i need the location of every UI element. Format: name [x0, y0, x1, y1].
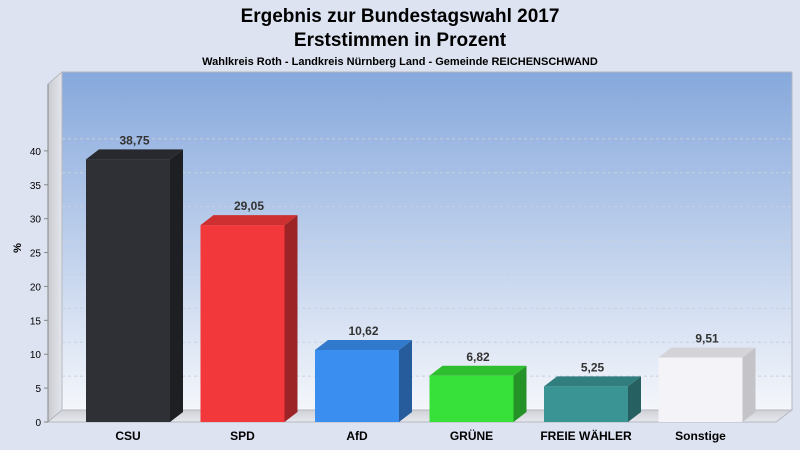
- chart-subtitle: Erststimmen in Prozent: [294, 30, 507, 51]
- category-label: GRÜNE: [450, 428, 493, 443]
- bar-top: [315, 340, 412, 351]
- y-tick-label: 10: [30, 350, 42, 361]
- bar-top: [544, 376, 641, 387]
- value-label: 38,75: [119, 133, 149, 147]
- bar: [544, 386, 628, 422]
- y-tick-label: 20: [30, 282, 42, 293]
- chart-caption: Wahlkreis Roth - Landkreis Nürnberg Land…: [202, 56, 598, 68]
- bar-side: [284, 215, 298, 422]
- y-axis-label: %: [12, 243, 24, 253]
- bar: [86, 159, 170, 422]
- bar-top: [658, 347, 756, 358]
- value-label: 5,25: [581, 360, 605, 374]
- value-label: 6,82: [466, 350, 490, 364]
- y-tick-label: 15: [30, 316, 42, 327]
- bars: [86, 149, 756, 422]
- plot-left-wall: [47, 70, 63, 424]
- y-axis: 0 5 10 15 20 25 30 35 40: [30, 84, 49, 429]
- y-tick-label: 25: [30, 249, 42, 260]
- y-tick-label: 0: [35, 418, 41, 429]
- bar-side: [513, 365, 527, 422]
- bar-side: [170, 149, 183, 422]
- bar-top: [200, 215, 298, 226]
- value-label: 29,05: [234, 199, 264, 213]
- bar-top: [86, 149, 183, 160]
- bar-side: [628, 376, 641, 422]
- bar: [429, 375, 514, 422]
- y-tick-label: 40: [30, 147, 42, 158]
- bar-top: [429, 365, 527, 376]
- chart-title: Ergebnis zur Bundestagswahl 2017: [241, 6, 560, 27]
- value-label: 9,51: [695, 332, 719, 346]
- bar: [658, 357, 743, 422]
- bar: [200, 225, 285, 422]
- y-tick-label: 35: [30, 181, 42, 192]
- bar-side: [742, 347, 756, 422]
- category-label: CSU: [115, 429, 140, 443]
- bar: [315, 350, 399, 422]
- labels: 38,75 CSU 29,05 SPD 10,62 AfD 6,82 GRÜNE 5,25 FRE…: [115, 133, 726, 443]
- y-tick-label: 30: [30, 215, 42, 226]
- category-label: FREIE WÄHLER: [540, 428, 632, 443]
- category-label: Sonstige: [675, 429, 726, 443]
- bar-side: [399, 340, 412, 422]
- y-tick-label: 5: [35, 384, 41, 395]
- category-label: SPD: [230, 429, 255, 443]
- value-label: 10,62: [348, 324, 378, 338]
- category-label: AfD: [346, 429, 368, 443]
- grid: [62, 138, 792, 377]
